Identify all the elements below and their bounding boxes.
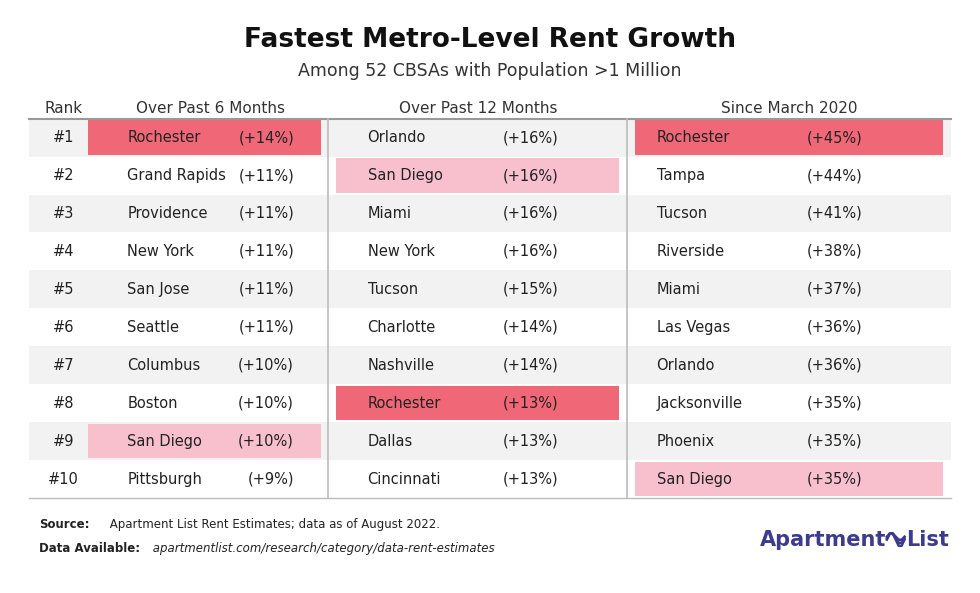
Text: Rochester: Rochester [368, 396, 441, 411]
Text: Over Past 12 Months: Over Past 12 Months [399, 101, 557, 116]
Text: (+45%): (+45%) [807, 130, 862, 145]
Text: San Diego: San Diego [127, 433, 202, 449]
Text: Rochester: Rochester [127, 130, 201, 145]
Text: (+36%): (+36%) [807, 358, 862, 373]
Text: Fastest Metro-Level Rent Growth: Fastest Metro-Level Rent Growth [244, 27, 736, 53]
FancyBboxPatch shape [29, 384, 951, 422]
Text: (+15%): (+15%) [503, 282, 559, 297]
Text: Over Past 6 Months: Over Past 6 Months [136, 101, 285, 116]
FancyBboxPatch shape [29, 308, 951, 346]
Text: (+13%): (+13%) [503, 433, 559, 449]
Text: Phoenix: Phoenix [657, 433, 714, 449]
Text: (+13%): (+13%) [503, 396, 559, 411]
Text: Grand Rapids: Grand Rapids [127, 168, 226, 183]
Text: #2: #2 [53, 168, 74, 183]
Text: (+11%): (+11%) [238, 320, 294, 335]
Text: Las Vegas: Las Vegas [657, 320, 730, 335]
Text: Boston: Boston [127, 396, 178, 411]
Text: (+14%): (+14%) [503, 320, 559, 335]
FancyBboxPatch shape [88, 120, 321, 155]
FancyBboxPatch shape [635, 120, 943, 155]
Text: Orlando: Orlando [368, 130, 426, 145]
Text: Columbus: Columbus [127, 358, 201, 373]
Text: (+36%): (+36%) [807, 320, 862, 335]
Text: #9: #9 [53, 433, 74, 449]
Text: (+11%): (+11%) [238, 282, 294, 297]
Text: Nashville: Nashville [368, 358, 434, 373]
Text: Miami: Miami [657, 282, 701, 297]
FancyBboxPatch shape [336, 386, 619, 420]
Text: (+11%): (+11%) [238, 168, 294, 183]
Text: Rochester: Rochester [657, 130, 730, 145]
Text: #5: #5 [53, 282, 74, 297]
FancyBboxPatch shape [336, 158, 619, 193]
Text: Orlando: Orlando [657, 358, 715, 373]
Text: #4: #4 [53, 244, 74, 259]
Text: (+11%): (+11%) [238, 206, 294, 221]
Text: Tampa: Tampa [657, 168, 705, 183]
Text: (+16%): (+16%) [503, 130, 559, 145]
Text: Providence: Providence [127, 206, 208, 221]
Text: Jacksonville: Jacksonville [657, 396, 743, 411]
Text: (+44%): (+44%) [807, 168, 862, 183]
Text: Tucson: Tucson [368, 282, 417, 297]
FancyBboxPatch shape [29, 460, 951, 498]
Text: (+16%): (+16%) [503, 168, 559, 183]
Text: San Diego: San Diego [657, 471, 731, 487]
Text: (+14%): (+14%) [238, 130, 294, 145]
FancyBboxPatch shape [29, 270, 951, 308]
Text: List: List [906, 530, 950, 550]
Text: (+11%): (+11%) [238, 244, 294, 259]
Text: #1: #1 [53, 130, 74, 145]
Text: Dallas: Dallas [368, 433, 413, 449]
Text: Among 52 CBSAs with Population >1 Million: Among 52 CBSAs with Population >1 Millio… [298, 62, 682, 80]
Text: Riverside: Riverside [657, 244, 725, 259]
Text: (+16%): (+16%) [503, 206, 559, 221]
Text: Pittsburgh: Pittsburgh [127, 471, 202, 487]
Text: #3: #3 [53, 206, 74, 221]
FancyBboxPatch shape [29, 119, 951, 157]
Text: (+35%): (+35%) [807, 471, 862, 487]
Text: (+14%): (+14%) [503, 358, 559, 373]
Text: San Jose: San Jose [127, 282, 190, 297]
FancyBboxPatch shape [29, 346, 951, 384]
Text: (+16%): (+16%) [503, 244, 559, 259]
Text: (+35%): (+35%) [807, 433, 862, 449]
Text: Apartment List Rent Estimates; data as of August 2022.: Apartment List Rent Estimates; data as o… [106, 518, 440, 531]
Text: (+10%): (+10%) [238, 433, 294, 449]
Text: #6: #6 [53, 320, 74, 335]
FancyBboxPatch shape [29, 232, 951, 270]
Text: Tucson: Tucson [657, 206, 707, 221]
Text: (+38%): (+38%) [807, 244, 862, 259]
Text: (+13%): (+13%) [503, 471, 559, 487]
FancyBboxPatch shape [88, 424, 321, 458]
Text: (+10%): (+10%) [238, 358, 294, 373]
Text: San Diego: San Diego [368, 168, 442, 183]
Text: Rank: Rank [45, 101, 82, 116]
Text: Seattle: Seattle [127, 320, 179, 335]
FancyBboxPatch shape [29, 195, 951, 232]
Text: Charlotte: Charlotte [368, 320, 436, 335]
Text: (+37%): (+37%) [807, 282, 862, 297]
Text: (+41%): (+41%) [807, 206, 862, 221]
Text: Apartment: Apartment [760, 530, 886, 550]
Text: Miami: Miami [368, 206, 412, 221]
Text: New York: New York [127, 244, 194, 259]
Text: Data Available:: Data Available: [39, 542, 140, 555]
Text: New York: New York [368, 244, 434, 259]
FancyBboxPatch shape [29, 422, 951, 460]
Text: Cincinnati: Cincinnati [368, 471, 441, 487]
FancyBboxPatch shape [29, 157, 951, 195]
Text: Since March 2020: Since March 2020 [720, 101, 858, 116]
Text: apartmentlist.com/research/category/data-rent-estimates: apartmentlist.com/research/category/data… [149, 542, 495, 555]
Text: (+35%): (+35%) [807, 396, 862, 411]
FancyBboxPatch shape [635, 462, 943, 496]
Text: #8: #8 [53, 396, 74, 411]
Text: #10: #10 [48, 471, 79, 487]
Text: Source:: Source: [39, 518, 90, 531]
Text: (+9%): (+9%) [248, 471, 294, 487]
Text: #7: #7 [53, 358, 74, 373]
Text: (+10%): (+10%) [238, 396, 294, 411]
